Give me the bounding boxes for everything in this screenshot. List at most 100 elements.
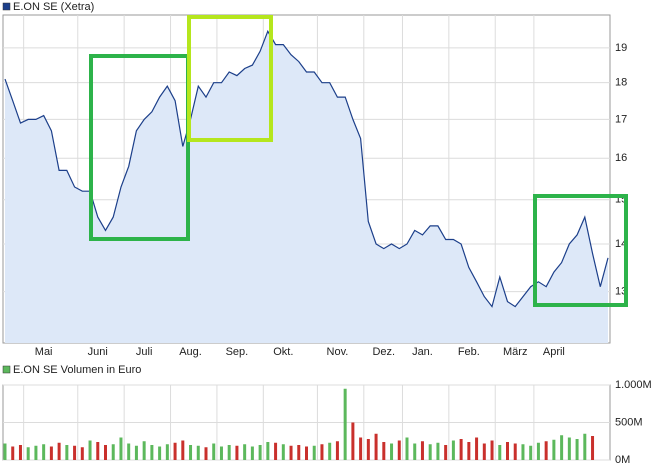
x-tick-label: Mai: [35, 346, 53, 358]
highlight-box: [533, 194, 628, 307]
volume-bar: [475, 437, 479, 460]
volume-bar: [397, 440, 401, 460]
volume-bar: [142, 441, 146, 460]
volume-bar: [104, 445, 107, 460]
volume-bar: [281, 444, 285, 460]
volume-bar: [134, 445, 138, 460]
volume-bar: [529, 445, 533, 460]
volume-bar: [335, 441, 339, 460]
volume-bar: [490, 440, 494, 460]
x-tick-label: Juli: [136, 346, 153, 358]
volume-bar: [158, 446, 162, 460]
volume-bar: [343, 388, 347, 460]
volume-bar: [428, 444, 432, 460]
volume-bar: [297, 445, 301, 460]
volume-bar: [591, 436, 595, 460]
volume-bar: [583, 433, 587, 460]
volume-bar: [150, 445, 154, 460]
highlight-box: [89, 54, 190, 241]
volume-bar: [34, 445, 38, 460]
volume-bar: [189, 445, 193, 460]
volume-bar: [444, 445, 448, 460]
volume-bar: [165, 444, 169, 460]
volume-bar: [575, 439, 579, 460]
x-tick-label: April: [543, 346, 565, 358]
volume-bar: [359, 437, 363, 460]
volume-bar: [127, 443, 131, 460]
volume-bar: [80, 447, 84, 460]
volume-bar: [459, 439, 463, 460]
volume-bar: [42, 444, 46, 460]
volume-bar: [88, 440, 92, 460]
volume-bar: [181, 440, 185, 460]
y-tick-label: 16: [615, 152, 627, 164]
volume-bar: [57, 442, 61, 460]
volume-bar: [18, 445, 22, 460]
volume-bar: [227, 445, 231, 460]
x-tick-label: März: [503, 346, 527, 358]
volume-bar: [250, 446, 254, 460]
volume-bar: [173, 442, 177, 460]
volume-bar: [482, 443, 486, 460]
volume-bar: [65, 445, 69, 460]
volume-bar: [219, 446, 223, 460]
volume-bar: [521, 444, 525, 460]
volume-bar: [413, 443, 417, 460]
volume-bar: [111, 444, 115, 460]
x-tick-label: Aug.: [179, 346, 202, 358]
volume-bar: [560, 435, 564, 460]
price-line: [4, 29, 609, 308]
x-tick-label: Dez.: [372, 346, 395, 358]
volume-bar: [274, 442, 278, 460]
x-tick-label: Okt.: [273, 346, 293, 358]
volume-bar: [3, 443, 7, 460]
volume-bar: [235, 445, 239, 460]
volume-bar: [96, 442, 100, 460]
volume-bar: [258, 445, 262, 460]
volume-bar: [11, 446, 15, 460]
legend-label: E.ON SE (Xetra): [13, 1, 94, 13]
volume-bar: [266, 442, 270, 460]
volume-bar: [498, 445, 502, 460]
volume-bar: [312, 445, 316, 460]
volume-bar: [366, 439, 370, 460]
volume-bar: [196, 445, 200, 460]
volume-bar: [506, 442, 509, 460]
legend-swatch: [2, 2, 11, 11]
volume-bar: [204, 447, 208, 460]
volume-bar: [536, 442, 540, 460]
volume-bar: [544, 441, 548, 460]
volume-bar: [73, 445, 77, 460]
volume-bar: [467, 442, 471, 460]
highlight-box: [187, 15, 273, 142]
volume-bar: [567, 437, 571, 460]
volume-bar: [552, 439, 556, 460]
area-fill: [5, 31, 608, 344]
x-tick-label: Jan.: [412, 346, 433, 358]
volume-bar: [374, 433, 378, 460]
volume-bar: [243, 444, 247, 460]
volume-bar: [436, 442, 440, 460]
y-tick-label: 19: [615, 42, 627, 54]
volume-bar: [328, 442, 332, 460]
volume-bar: [451, 440, 455, 460]
x-tick-label: Nov.: [327, 346, 349, 358]
volume-bar: [351, 422, 355, 460]
x-tick-label: Feb.: [458, 346, 480, 358]
legend-swatch: [2, 365, 11, 374]
volume-bar: [420, 441, 424, 460]
y-tick-label: 500M: [615, 416, 643, 428]
y-tick-label: 1.000M: [615, 379, 652, 391]
y-tick-label: 0M: [615, 454, 630, 466]
legend-label: E.ON SE Volumen in Euro: [13, 364, 141, 376]
volume-bar: [119, 437, 123, 460]
x-tick-label: Sep.: [226, 346, 249, 358]
volume-bar: [289, 445, 293, 460]
y-tick-label: 17: [615, 113, 627, 125]
y-tick-label: 18: [615, 77, 627, 89]
x-tick-label: Juni: [88, 346, 108, 358]
volume-bar: [305, 446, 308, 460]
volume-bar: [390, 443, 394, 460]
volume-bar: [382, 442, 386, 460]
